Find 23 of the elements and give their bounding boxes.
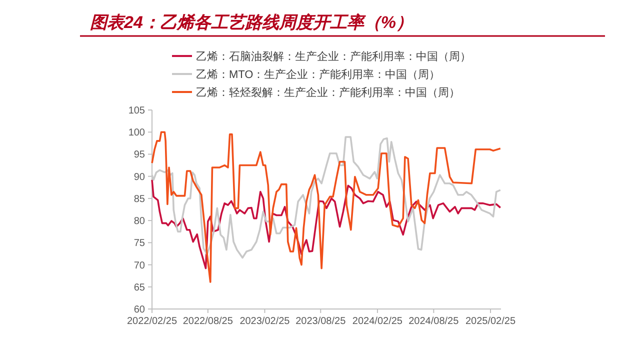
x-tick-label: 2025/02/25 [465, 316, 516, 327]
y-tick-label: 60 [134, 304, 146, 316]
x-tick-label: 2022/02/25 [126, 316, 178, 327]
y-tick-label: 65 [134, 282, 146, 294]
line-series [151, 131, 502, 283]
y-tick-label: 80 [134, 216, 146, 228]
x-tick-label: 2022/08/25 [182, 316, 234, 327]
x-tick-label: 2023/08/25 [296, 316, 346, 327]
y-tick-label: 70 [134, 260, 146, 272]
legend-label: 乙烯：石脑油裂解：生产企业：产能利用率：中国（周） [196, 50, 471, 63]
y-tick-label: 85 [134, 194, 146, 205]
chart-title: 图表24：乙烯各工艺路线周度开工率（%） [90, 13, 414, 32]
y-tick-label: 90 [134, 172, 146, 183]
y-tick-label: 100 [128, 128, 146, 139]
legend-label: 乙烯：轻烃裂解：生产企业：产能利用率：中国（周） [196, 86, 460, 99]
y-tick-label: 75 [134, 238, 146, 250]
y-tick-label: 95 [134, 150, 146, 161]
legend-label: 乙烯：MTO：生产企业：产能利用率：中国（周） [196, 68, 440, 81]
x-tick-label: 2023/02/25 [240, 316, 290, 327]
line-series [151, 178, 502, 270]
x-tick-label: 2024/02/25 [352, 316, 403, 327]
x-tick-label: 2024/08/25 [408, 316, 460, 327]
y-tick-label: 105 [128, 106, 146, 116]
